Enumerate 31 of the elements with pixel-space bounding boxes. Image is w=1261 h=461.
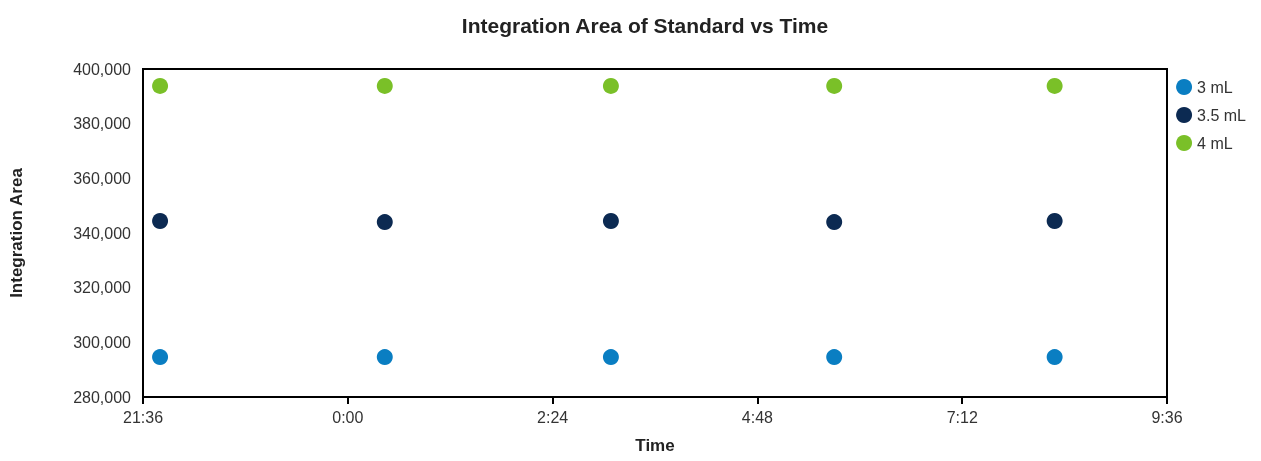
y-tick-label: 280,000 xyxy=(73,388,132,406)
point xyxy=(376,77,393,94)
legend-label: 3 mL xyxy=(1197,78,1233,96)
y-tick-label: 300,000 xyxy=(73,333,132,351)
x-tick-label: 21:36 xyxy=(122,408,164,426)
chart-title: Integration Area of Standard vs Time xyxy=(461,14,829,37)
x-tick-label: 2:24 xyxy=(537,408,569,426)
x-tick-label: 0:00 xyxy=(332,408,364,426)
y-tick-label: 360,000 xyxy=(73,169,132,187)
point xyxy=(826,77,843,94)
point xyxy=(376,349,393,366)
y-axis-title: Integration Area xyxy=(7,167,26,298)
point xyxy=(602,212,619,229)
point xyxy=(826,214,843,231)
x-axis-title: Time xyxy=(635,436,675,455)
point xyxy=(602,77,619,94)
y-tick-label: 320,000 xyxy=(73,279,132,297)
point xyxy=(152,349,169,366)
point xyxy=(376,214,393,231)
legend-label: 3.5 mL xyxy=(1197,106,1247,124)
legend-label: 4 mL xyxy=(1197,134,1233,152)
y-tick-label: 340,000 xyxy=(73,224,132,242)
x-tick-label: 9:36 xyxy=(1151,408,1183,426)
x-tick-label: 4:48 xyxy=(741,408,774,426)
point xyxy=(152,77,169,94)
point xyxy=(826,349,843,366)
point xyxy=(602,349,619,366)
y-tick-label: 400,000 xyxy=(73,60,132,78)
x-tick-label: 7:12 xyxy=(946,408,978,426)
y-tick-label: 380,000 xyxy=(73,115,132,133)
point xyxy=(152,212,169,229)
